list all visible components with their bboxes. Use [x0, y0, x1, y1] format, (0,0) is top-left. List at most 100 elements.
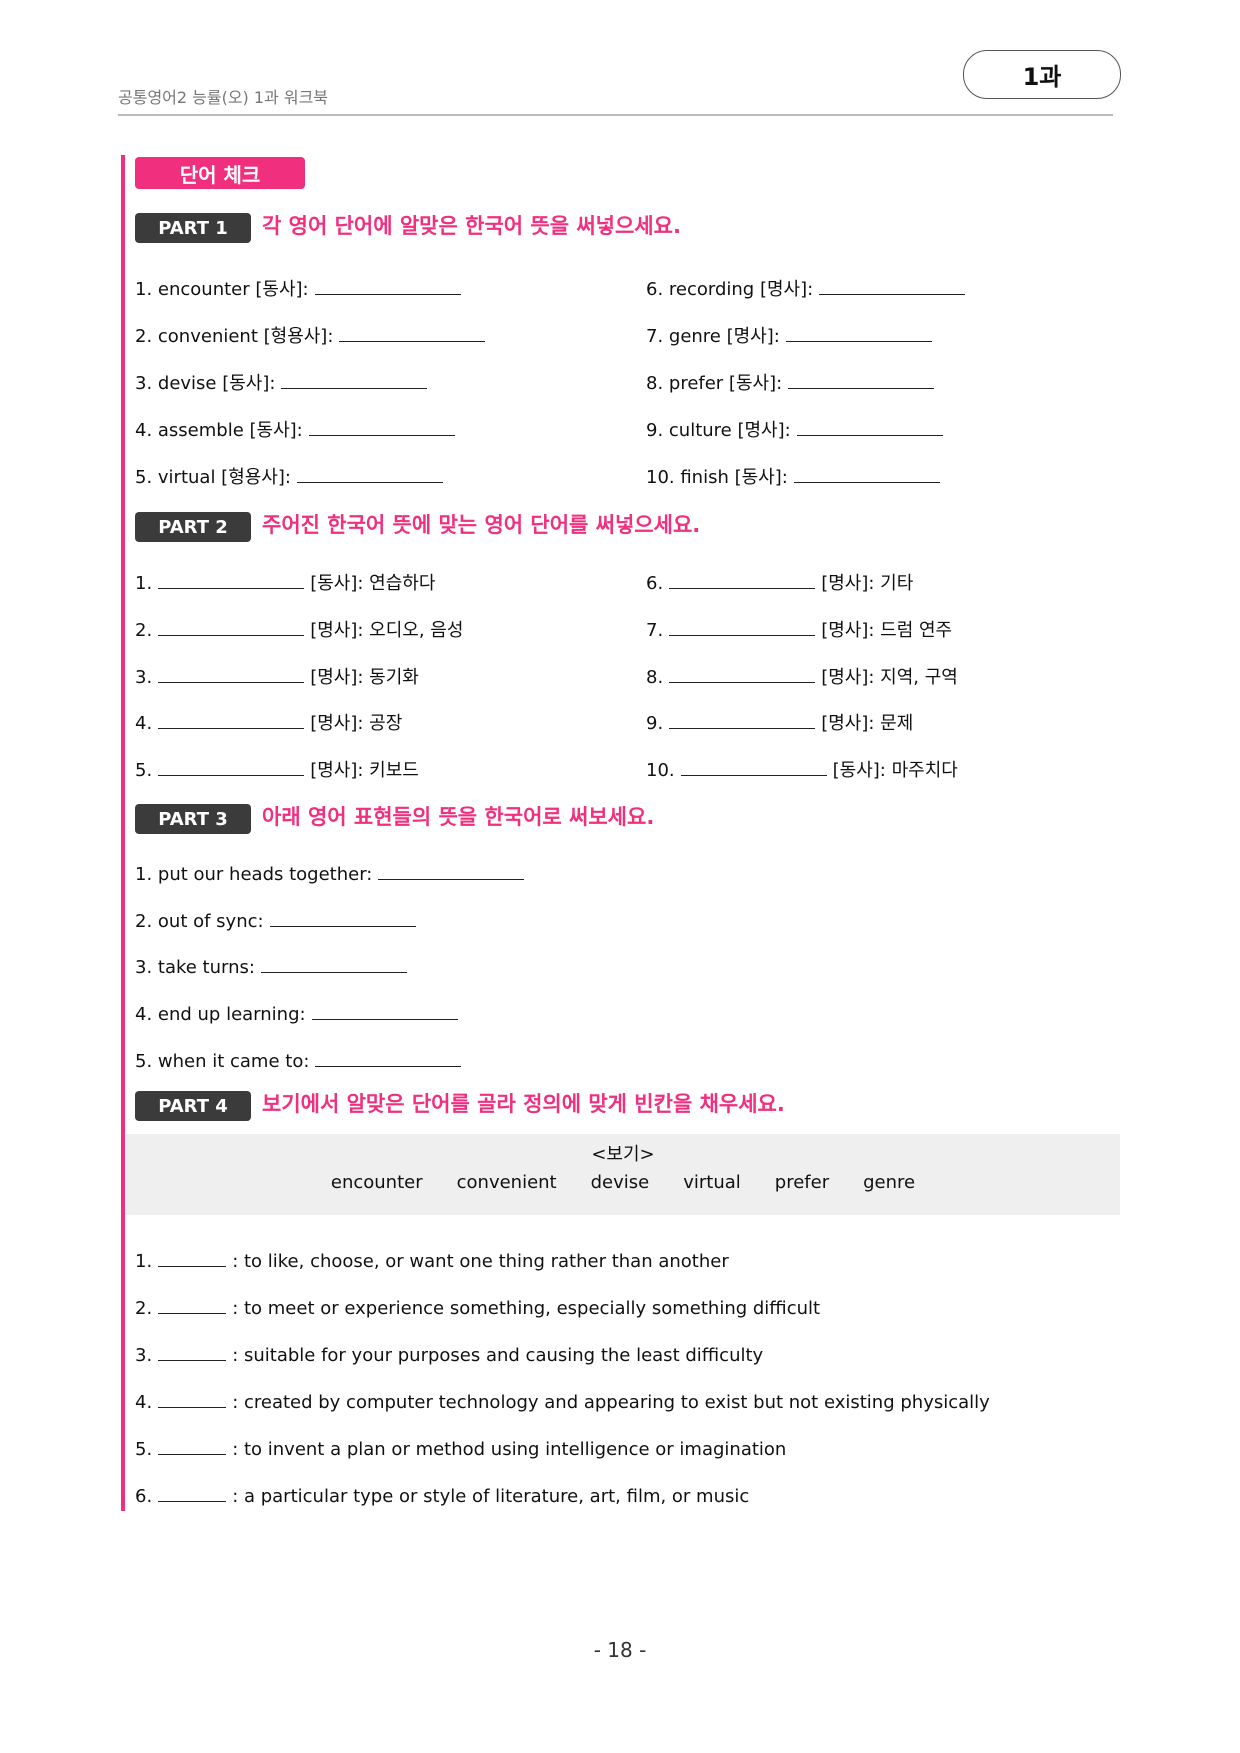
word-bank-box: <보기> encounter convenient devise virtual pref… [126, 1134, 1120, 1215]
answer-blank[interactable] [339, 325, 486, 342]
answer-blank[interactable] [281, 372, 428, 389]
answer-blank[interactable] [680, 759, 827, 776]
item-number: 1. [135, 1251, 153, 1272]
word-bank-title: <보기> [591, 1144, 655, 1165]
answer-blank[interactable] [308, 419, 455, 436]
answer-blank[interactable] [669, 712, 816, 729]
korean-meaning: [명사]: 동기화 [310, 667, 419, 688]
korean-meaning: [명사]: 드럼 연주 [821, 620, 953, 641]
answer-blank[interactable] [158, 1250, 227, 1267]
answer-blank[interactable] [260, 956, 407, 973]
definition-text: : created by computer technology and app… [232, 1392, 990, 1413]
definition-item: 6. : a particular type or style of litera… [135, 1485, 749, 1509]
answer-blank[interactable] [158, 712, 305, 729]
word-item: 8. prefer [동사]: [646, 372, 940, 396]
word-item: 9. [명사]: 문제 [646, 712, 913, 736]
word-item: 2. convenient [형용사]: [135, 325, 491, 349]
document-header-title: 공통영어2 능률(오) 1과 워크북 [118, 88, 329, 107]
word-prompt: 1. encounter [동사]: [135, 279, 309, 300]
item-number: 2. [135, 620, 153, 641]
item-number: 9. [646, 713, 664, 734]
word-bank-word: convenient [456, 1172, 557, 1193]
definition-item: 5. : to invent a plan or method using int… [135, 1438, 786, 1462]
korean-meaning: [명사]: 문제 [821, 713, 914, 734]
answer-blank[interactable] [158, 1391, 227, 1408]
expression-item: 4. end up learning: [135, 1003, 464, 1027]
word-prompt: 6. recording [명사]: [646, 279, 814, 300]
answer-blank[interactable] [296, 466, 443, 483]
answer-blank[interactable] [378, 863, 525, 880]
answer-blank[interactable] [158, 1344, 227, 1361]
part-instruction: 각 영어 단어에 알맞은 한국어 뜻을 써넣으세요. [262, 214, 681, 238]
item-number: 1. [135, 573, 153, 594]
answer-blank[interactable] [788, 372, 935, 389]
word-item: 4. [명사]: 공장 [135, 712, 402, 736]
item-number: 6. [135, 1486, 153, 1507]
answer-blank[interactable] [669, 572, 816, 589]
word-bank-words: encounter convenient devise virtual prefer ge… [126, 1172, 1120, 1193]
item-number: 3. [135, 667, 153, 688]
word-prompt: 7. genre [명사]: [646, 326, 780, 347]
definition-text: : a particular type or style of literatu… [232, 1486, 750, 1507]
definition-text: : to like, choose, or want one thing rat… [232, 1251, 729, 1272]
answer-blank[interactable] [819, 278, 966, 295]
definition-text: : suitable for your purposes and causing… [232, 1345, 764, 1366]
definition-text: : to invent a plan or method using intel… [232, 1439, 787, 1460]
expression-prompt: 1. put our heads together: [135, 864, 373, 885]
word-prompt: 10. finish [동사]: [646, 467, 788, 488]
answer-blank[interactable] [158, 1297, 227, 1314]
definition-item: 2. : to meet or experience something, esp… [135, 1297, 820, 1321]
definition-item: 3. : suitable for your purposes and causi… [135, 1344, 763, 1368]
word-item: 6. recording [명사]: [646, 278, 971, 302]
word-prompt: 5. virtual [형용사]: [135, 467, 291, 488]
word-prompt: 4. assemble [동사]: [135, 420, 303, 441]
expression-prompt: 4. end up learning: [135, 1004, 306, 1025]
part-instruction: 주어진 한국어 뜻에 맞는 영어 단어를 써넣으세요. [262, 513, 701, 537]
section-tag: 단어 체크 [135, 157, 305, 189]
expression-item: 2. out of sync: [135, 910, 422, 934]
answer-blank[interactable] [314, 278, 461, 295]
part-tag: PART 1 [135, 213, 251, 243]
answer-blank[interactable] [269, 910, 416, 927]
korean-meaning: [명사]: 키보드 [310, 760, 419, 781]
answer-blank[interactable] [796, 419, 943, 436]
korean-meaning: [명사]: 지역, 구역 [821, 667, 958, 688]
part-tag: PART 4 [135, 1091, 251, 1121]
item-number: 8. [646, 667, 664, 688]
definition-text: : to meet or experience something, espec… [232, 1298, 821, 1319]
word-item: 3. devise [동사]: [135, 372, 433, 396]
item-number: 6. [646, 573, 664, 594]
item-number: 3. [135, 1345, 153, 1366]
item-number: 5. [135, 1439, 153, 1460]
word-item: 1. encounter [동사]: [135, 278, 467, 302]
word-bank-word: virtual [683, 1172, 741, 1193]
expression-item: 5. when it came to: [135, 1050, 467, 1074]
item-number: 10. [646, 760, 675, 781]
answer-blank[interactable] [158, 759, 305, 776]
word-item: 3. [명사]: 동기화 [135, 666, 419, 690]
expression-item: 3. take turns: [135, 956, 413, 980]
answer-blank[interactable] [158, 1438, 227, 1455]
word-item: 10. finish [동사]: [646, 466, 946, 490]
answer-blank[interactable] [785, 325, 932, 342]
word-bank-word: devise [590, 1172, 650, 1193]
item-number: 2. [135, 1298, 153, 1319]
answer-blank[interactable] [793, 466, 940, 483]
answer-blank[interactable] [158, 572, 305, 589]
expression-prompt: 2. out of sync: [135, 911, 264, 932]
item-number: 5. [135, 760, 153, 781]
answer-blank[interactable] [158, 666, 305, 683]
header-divider [118, 114, 1113, 116]
answer-blank[interactable] [315, 1050, 462, 1067]
answer-blank[interactable] [311, 1003, 458, 1020]
part-instruction: 보기에서 알맞은 단어를 골라 정의에 맞게 빈칸을 채우세요. [262, 1092, 785, 1116]
expression-item: 1. put our heads together: [135, 863, 530, 887]
answer-blank[interactable] [158, 619, 305, 636]
word-prompt: 3. devise [동사]: [135, 373, 276, 394]
answer-blank[interactable] [669, 666, 816, 683]
answer-blank[interactable] [669, 619, 816, 636]
definition-item: 4. : created by computer technology and a… [135, 1391, 990, 1415]
item-number: 4. [135, 1392, 153, 1413]
answer-blank[interactable] [158, 1485, 227, 1502]
korean-meaning: [명사]: 오디오, 음성 [310, 620, 464, 641]
